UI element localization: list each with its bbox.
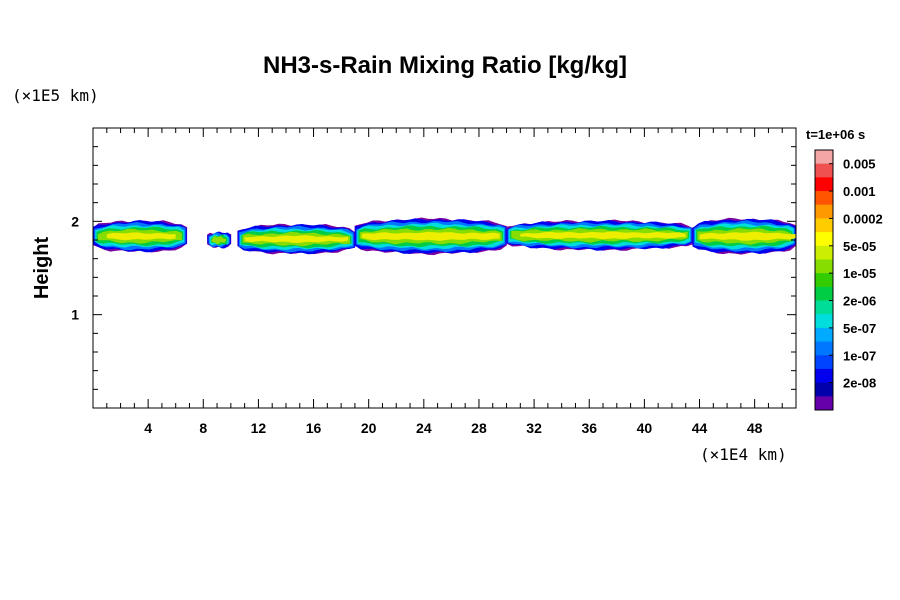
cloud-segment [207,231,232,249]
cloud-core [520,231,686,240]
plot-area [93,217,796,256]
cloud-segment [237,223,356,255]
colorbar-swatch [815,314,833,329]
x-tick-label: 16 [306,420,322,436]
colorbar-swatch [815,245,833,260]
colorbar-swatch [815,177,833,192]
colorbar-swatch [815,218,833,233]
cloud-segment [93,220,188,253]
y-tick-label: 2 [71,213,79,229]
colorbar-swatch [815,300,833,315]
colorbar-label: 0.0002 [843,211,883,226]
x-tick-label: 20 [361,420,377,436]
colorbar-frame [814,149,834,411]
x-tick-label: 24 [416,420,432,436]
colorbar-label: 2e-06 [843,294,876,309]
x-tick-label: 40 [637,420,653,436]
colorbar-swatch [815,163,833,178]
time-label: t=1e+06 s [806,127,865,142]
cloud-core [211,237,226,243]
colorbar-swatch [815,259,833,274]
cloud-core [361,231,500,241]
x-tick-label: 36 [581,420,597,436]
colorbar-swatch [815,396,833,411]
cloud-field [93,217,796,256]
colorbar-swatch [815,150,833,165]
plot-frame [92,127,797,409]
y-unit-label: (×1E5 km) [12,86,99,105]
colorbar-swatch [815,286,833,302]
cloud-segment [506,219,693,251]
x-tick-label: 48 [747,420,763,436]
cloud-core [106,232,176,241]
colorbar-swatch [815,232,833,247]
x-tick-label: 28 [471,420,487,436]
y-axis-label: Height [31,237,53,300]
x-tick-label: 4 [144,420,152,436]
colorbar: 0.005 0.001 0.0002 5e-05 1e-05 2e-06 5e-07 1e-0… [814,149,883,411]
colorbar-swatch [815,327,833,343]
cloud-core [699,231,796,241]
colorbar-swatch [815,341,833,356]
x-tick-label: 8 [199,420,207,436]
colorbar-label: 1e-07 [843,348,876,363]
cloud-core [244,235,348,243]
colorbar-swatch [815,355,833,370]
x-unit-label: (×1E4 km) [700,445,787,464]
colorbar-label: 0.005 [843,157,876,172]
cloud-segment [354,217,507,256]
x-tick-label: 44 [692,420,708,436]
x-tick-label: 32 [526,420,542,436]
colorbar-label: 0.001 [843,184,876,199]
y-tick-label: 1 [71,307,79,323]
colorbar-label: 5e-07 [843,321,876,336]
colorbar-label: 5e-05 [843,239,876,254]
cloud-segment [692,217,796,255]
colorbar-label: 2e-08 [843,376,876,391]
colorbar-swatch [815,204,833,219]
colorbar-swatch [815,273,833,288]
colorbar-swatch [815,382,833,397]
colorbar-swatch [815,368,833,384]
x-tick-label: 12 [251,420,267,436]
colorbar-label: 1e-05 [843,266,876,281]
chart-title: NH3-s-Rain Mixing Ratio [kg/kg] [263,52,627,79]
colorbar-swatch [815,191,833,206]
